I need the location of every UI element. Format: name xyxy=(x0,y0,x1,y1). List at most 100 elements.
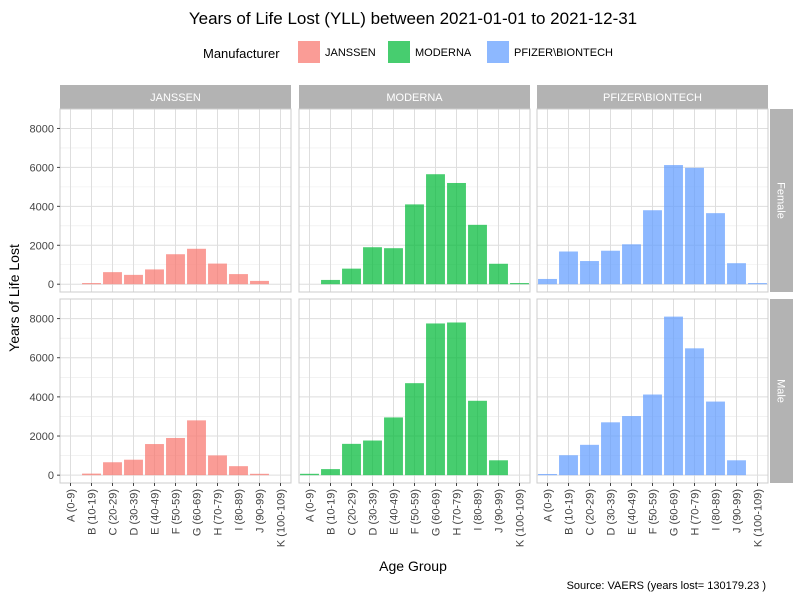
x-tick-label: K (100-109) xyxy=(276,489,288,547)
y-tick-label: 2000 xyxy=(30,431,54,443)
bar xyxy=(342,268,361,285)
panel-pfizer-biontech-male xyxy=(536,298,769,484)
bar xyxy=(601,422,620,476)
x-tick-label: E (40-49) xyxy=(627,489,639,535)
bar xyxy=(384,417,403,476)
facet-strip-row xyxy=(770,109,793,292)
panel-border xyxy=(298,108,531,293)
y-tick-label: 0 xyxy=(48,279,54,291)
x-tick-label: G (60-69) xyxy=(669,489,681,536)
facet-strip-label: Female xyxy=(775,182,787,219)
bar xyxy=(363,247,382,285)
legend-key xyxy=(388,41,410,63)
bar xyxy=(82,473,101,476)
bar xyxy=(664,316,683,476)
bar xyxy=(468,400,487,476)
bar xyxy=(300,473,319,476)
bar xyxy=(166,254,185,285)
x-tick-label: G (60-69) xyxy=(192,489,204,536)
bar xyxy=(187,420,206,476)
bar xyxy=(622,244,641,285)
x-tick-label: C (20-29) xyxy=(347,489,359,535)
bar xyxy=(342,443,361,476)
bar xyxy=(384,248,403,285)
bar xyxy=(489,460,508,476)
bar xyxy=(405,383,424,476)
bar xyxy=(103,272,122,285)
bar xyxy=(727,263,746,285)
bar xyxy=(643,210,662,285)
y-axis-label: Years of Life Lost xyxy=(6,244,22,352)
panel-pfizer-biontech-female xyxy=(536,108,769,293)
bar xyxy=(706,401,725,476)
x-tick-label: C (20-29) xyxy=(108,489,120,535)
bar xyxy=(580,261,599,285)
legend-item-janssen: JANSSEN xyxy=(298,41,376,63)
facet-strip-row xyxy=(770,299,793,483)
legend-title: Manufacturer xyxy=(203,46,280,61)
x-tick-label: H (70-79) xyxy=(452,489,464,535)
y-tick-label: 6000 xyxy=(30,353,54,365)
bar xyxy=(250,473,269,476)
bar xyxy=(363,440,382,476)
bar xyxy=(538,473,557,476)
facet-strip-label: MODERNA xyxy=(386,92,443,104)
bar xyxy=(538,278,557,285)
x-axis-label: Age Group xyxy=(379,558,447,574)
x-tick-label: K (100-109) xyxy=(515,489,527,547)
y-tick-label: 2000 xyxy=(30,240,54,252)
x-tick-label: B (10-19) xyxy=(87,489,99,535)
bar xyxy=(229,274,248,285)
bar xyxy=(685,167,704,285)
bar xyxy=(124,274,143,285)
x-tick-label: E (40-49) xyxy=(389,489,401,535)
bar xyxy=(208,263,227,285)
legend-item-pfizer-biontech: PFIZER\BIONTECH xyxy=(487,41,613,63)
facet-strip-label: Male xyxy=(775,379,787,403)
legend-label: PFIZER\BIONTECH xyxy=(514,47,613,59)
bar xyxy=(447,182,466,285)
bar xyxy=(250,280,269,285)
x-tick-label: F (50-59) xyxy=(648,489,660,534)
bar xyxy=(82,283,101,285)
bar xyxy=(685,348,704,476)
x-tick-label: F (50-59) xyxy=(171,489,183,534)
legend: Manufacturer JANSSEN MODERNA PFIZER\BIONTE… xyxy=(203,41,613,63)
x-tick-label: G (60-69) xyxy=(431,489,443,536)
bar xyxy=(187,248,206,285)
facet-strip-label: JANSSEN xyxy=(150,92,201,104)
panel-moderna-female xyxy=(298,108,531,293)
bar xyxy=(405,204,424,285)
bar xyxy=(727,460,746,476)
y-tick-label: 6000 xyxy=(30,162,54,174)
facet-strip-column xyxy=(60,85,291,109)
panel-janssen-female xyxy=(59,108,292,293)
bar xyxy=(643,394,662,476)
x-tick-label: H (70-79) xyxy=(690,489,702,535)
legend-key xyxy=(487,41,509,63)
bar xyxy=(103,462,122,476)
x-tick-label: I (80-89) xyxy=(234,489,246,531)
x-tick-label: B (10-19) xyxy=(564,489,576,535)
bar xyxy=(622,416,641,476)
bar xyxy=(559,455,578,476)
x-tick-label: K (100-109) xyxy=(753,489,765,547)
bar xyxy=(426,323,445,476)
legend-item-moderna: MODERNA xyxy=(388,41,472,63)
bar xyxy=(748,283,767,285)
bar xyxy=(447,322,466,476)
bar xyxy=(166,437,185,476)
bar xyxy=(468,224,487,285)
x-tick-label: E (40-49) xyxy=(150,489,162,535)
bar xyxy=(145,444,164,476)
panel-border xyxy=(59,108,292,293)
bar xyxy=(601,250,620,285)
legend-label: JANSSEN xyxy=(325,47,376,59)
x-tick-label: A (0-9) xyxy=(305,489,317,522)
bar xyxy=(664,165,683,285)
facet-strip-column xyxy=(299,85,530,109)
bar xyxy=(706,213,725,285)
x-tick-label: D (30-39) xyxy=(129,489,141,535)
x-tick-label: F (50-59) xyxy=(410,489,422,534)
